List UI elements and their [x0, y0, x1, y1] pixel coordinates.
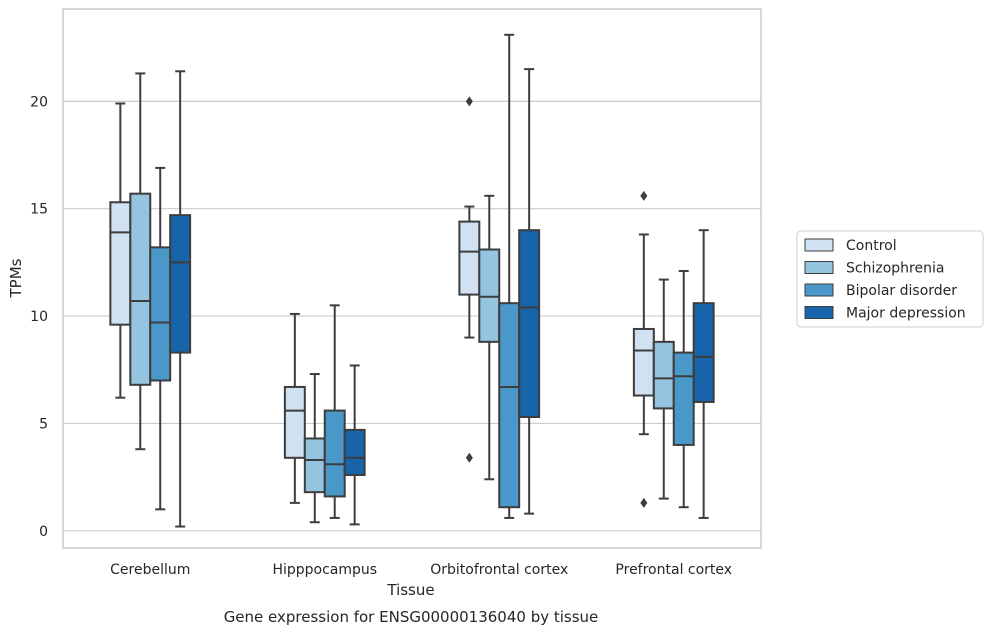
box-0-0 [109, 102, 132, 399]
box-2-3 [518, 68, 541, 515]
outlier-point [465, 96, 473, 107]
iqr-box [518, 229, 541, 419]
legend-label: Schizophrenia [846, 261, 944, 277]
y-tick-label: 5 [39, 416, 48, 432]
box-3-1 [652, 278, 675, 500]
legend-label: Control [846, 238, 897, 254]
x-tick-label: Cerebellum [110, 562, 190, 578]
chart-caption: Gene expression for ENSG00000136040 by t… [224, 608, 599, 626]
y-tick-labels: 0 5 10 15 20 [30, 94, 48, 539]
box-3-3 [692, 229, 715, 519]
legend-swatch [804, 261, 834, 274]
legend-swatch [804, 238, 834, 252]
legend-swatch [804, 306, 834, 319]
iqr-box [109, 201, 132, 326]
box-1-1 [303, 373, 326, 524]
iqr-box [283, 385, 306, 459]
x-tick-label: Prefrontal cortex [615, 562, 732, 578]
box-1-2 [323, 304, 346, 519]
x-tick-label: Orbitofrontal cortex [430, 562, 568, 578]
x-tick-labels: Cerebellum Hipppocampus Orbitofrontal cort… [110, 562, 732, 578]
outlier-point [465, 452, 473, 463]
plot-area-frame [62, 8, 762, 549]
outlier-point [640, 190, 648, 201]
iqr-box [478, 248, 501, 343]
y-tick-label: 15 [30, 202, 48, 218]
y-tick-label: 20 [30, 94, 48, 110]
box-1-3 [343, 364, 366, 526]
box-2-2 [498, 33, 521, 519]
iqr-box [323, 409, 346, 498]
boxes [109, 33, 715, 528]
outlier-point [640, 497, 648, 508]
iqr-box [652, 340, 675, 410]
y-tick-label: 10 [30, 309, 48, 325]
iqr-box [632, 327, 655, 397]
legend-frame [796, 230, 984, 328]
box-1-0 [283, 312, 306, 504]
box-2-1 [478, 194, 501, 481]
legend-label: Bipolar disorder [846, 283, 957, 299]
iqr-box [692, 302, 715, 403]
x-tick-label: Hipppocampus [272, 562, 377, 578]
iqr-box [498, 302, 521, 509]
y-tick-label: 0 [39, 524, 48, 540]
legend: Control Schizophrenia Bipolar disorder Majo… [796, 230, 984, 328]
box-0-1 [129, 72, 152, 451]
x-axis-label: Tissue [386, 581, 434, 599]
iqr-box [149, 246, 172, 382]
iqr-box [458, 220, 481, 296]
box-0-3 [169, 70, 192, 528]
iqr-box [672, 351, 695, 446]
legend-label: Major depression [846, 306, 966, 322]
legend-swatch [804, 283, 834, 297]
iqr-box [303, 437, 326, 494]
y-axis-label: TPMs [7, 258, 25, 298]
iqr-box [169, 214, 192, 354]
iqr-box [129, 192, 152, 386]
iqr-box [343, 428, 366, 476]
